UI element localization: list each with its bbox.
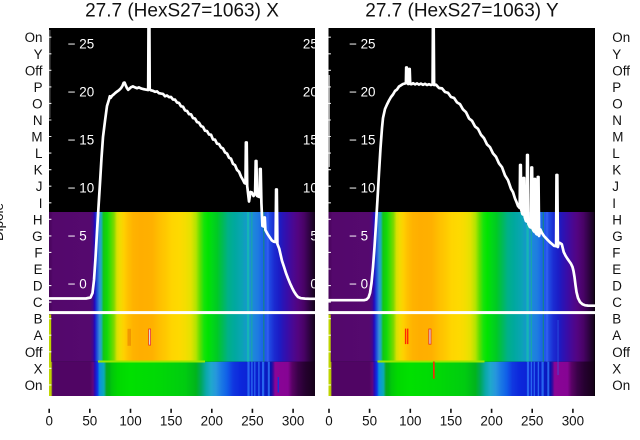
svg-text:250: 250 xyxy=(521,414,543,429)
svg-text:0: 0 xyxy=(310,277,317,292)
svg-text:M: M xyxy=(31,130,42,145)
svg-text:P: P xyxy=(612,80,621,95)
svg-text:L: L xyxy=(35,146,42,161)
svg-text:B: B xyxy=(612,312,621,327)
svg-text:27.7 (HexS27=1063) X: 27.7 (HexS27=1063) X xyxy=(85,1,279,22)
svg-text:−: − xyxy=(349,277,357,292)
svg-text:N: N xyxy=(612,113,622,128)
svg-text:Dipole: Dipole xyxy=(0,203,6,241)
svg-text:B: B xyxy=(34,312,43,327)
svg-text:100: 100 xyxy=(399,414,421,429)
svg-text:Y: Y xyxy=(612,47,621,62)
svg-text:I: I xyxy=(39,196,43,211)
svg-text:D: D xyxy=(612,279,622,294)
svg-text:O: O xyxy=(612,96,622,111)
svg-text:250: 250 xyxy=(241,414,263,429)
svg-text:Off: Off xyxy=(612,63,630,78)
svg-text:200: 200 xyxy=(480,414,502,429)
svg-text:25: 25 xyxy=(361,37,376,52)
svg-text:−: − xyxy=(68,133,76,148)
svg-text:300: 300 xyxy=(282,414,304,429)
svg-text:15: 15 xyxy=(79,133,94,148)
svg-text:H: H xyxy=(33,212,43,227)
svg-text:P: P xyxy=(34,80,43,95)
svg-text:5: 5 xyxy=(361,229,368,244)
svg-text:O: O xyxy=(32,96,42,111)
svg-text:−: − xyxy=(349,85,357,100)
svg-text:Off: Off xyxy=(25,63,43,78)
svg-text:On: On xyxy=(612,30,630,45)
svg-text:G: G xyxy=(612,229,622,244)
svg-text:F: F xyxy=(34,245,42,260)
svg-text:−: − xyxy=(349,133,357,148)
svg-text:X: X xyxy=(612,361,621,376)
svg-text:10: 10 xyxy=(361,181,376,196)
svg-text:A: A xyxy=(612,328,621,343)
svg-text:D: D xyxy=(33,279,43,294)
svg-text:5: 5 xyxy=(310,229,317,244)
svg-text:F: F xyxy=(612,245,620,260)
svg-text:K: K xyxy=(34,163,43,178)
svg-text:150: 150 xyxy=(160,414,182,429)
svg-text:50: 50 xyxy=(362,414,377,429)
svg-text:L: L xyxy=(612,146,619,161)
svg-text:A: A xyxy=(34,328,43,343)
svg-text:H: H xyxy=(612,212,622,227)
svg-text:0: 0 xyxy=(325,414,332,429)
svg-text:Y: Y xyxy=(34,47,43,62)
svg-text:0: 0 xyxy=(361,277,368,292)
svg-text:15: 15 xyxy=(303,133,318,148)
svg-text:C: C xyxy=(33,295,43,310)
svg-text:Off: Off xyxy=(612,345,630,360)
svg-text:On: On xyxy=(25,30,43,45)
svg-text:X: X xyxy=(34,361,43,376)
svg-text:25: 25 xyxy=(79,37,94,52)
svg-text:25: 25 xyxy=(303,37,318,52)
svg-text:−: − xyxy=(68,229,76,244)
svg-text:On: On xyxy=(612,378,630,393)
svg-text:−: − xyxy=(68,37,76,52)
svg-text:20: 20 xyxy=(79,85,94,100)
svg-text:E: E xyxy=(612,262,621,277)
svg-text:100: 100 xyxy=(119,414,141,429)
svg-text:C: C xyxy=(612,295,622,310)
svg-text:On: On xyxy=(25,378,43,393)
svg-text:−: − xyxy=(68,181,76,196)
svg-text:50: 50 xyxy=(82,414,97,429)
svg-text:N: N xyxy=(33,113,43,128)
svg-text:0: 0 xyxy=(79,277,86,292)
svg-text:20: 20 xyxy=(361,85,376,100)
svg-text:M: M xyxy=(612,130,623,145)
svg-text:20: 20 xyxy=(303,85,318,100)
svg-text:G: G xyxy=(32,229,42,244)
svg-text:−: − xyxy=(349,37,357,52)
svg-text:150: 150 xyxy=(440,414,462,429)
svg-text:K: K xyxy=(612,163,621,178)
svg-text:J: J xyxy=(36,179,43,194)
svg-text:300: 300 xyxy=(562,414,584,429)
svg-text:E: E xyxy=(34,262,43,277)
svg-text:27.7 (HexS27=1063) Y: 27.7 (HexS27=1063) Y xyxy=(365,1,559,22)
svg-text:200: 200 xyxy=(201,414,223,429)
svg-text:0: 0 xyxy=(45,414,52,429)
svg-text:−: − xyxy=(68,277,76,292)
svg-text:J: J xyxy=(612,179,619,194)
svg-text:−: − xyxy=(349,181,357,196)
svg-text:−: − xyxy=(349,229,357,244)
svg-text:5: 5 xyxy=(79,229,86,244)
svg-text:15: 15 xyxy=(361,133,376,148)
svg-text:−: − xyxy=(68,85,76,100)
svg-text:10: 10 xyxy=(79,181,94,196)
svg-text:10: 10 xyxy=(303,181,318,196)
svg-text:Off: Off xyxy=(25,345,43,360)
svg-text:I: I xyxy=(612,196,616,211)
